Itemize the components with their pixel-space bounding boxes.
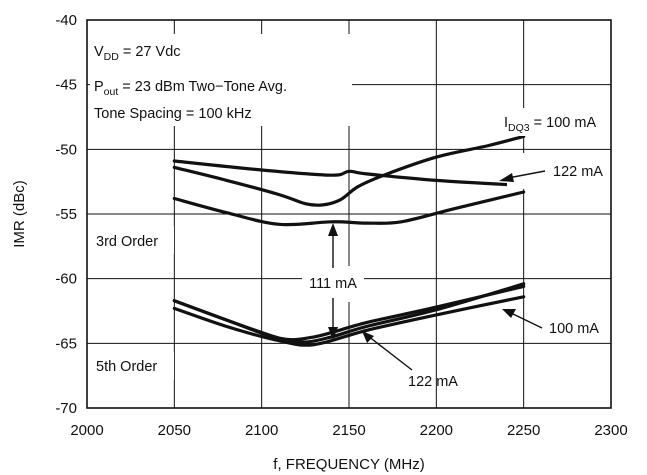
vdd-condition: VDD = 27 Vdc xyxy=(94,44,181,63)
label-mask-3rd xyxy=(88,226,174,254)
idq-label-mask xyxy=(500,108,624,136)
x-tick-label: 2050 xyxy=(158,422,191,439)
pout-condition: Pout = 23 dBm Two−Tone Avg. xyxy=(94,79,287,98)
x-tick-label: 2100 xyxy=(245,422,278,439)
fifth-122ma-leader xyxy=(367,335,413,371)
idq3-100ma-label: IDQ3 = 100 mA xyxy=(504,115,596,134)
fifth-order-series-line xyxy=(172,282,526,344)
third-order-label: 3rd Order xyxy=(96,234,158,250)
y-tick-label: -70 xyxy=(55,400,77,417)
y-axis-title: IMR (dBc) xyxy=(11,180,28,248)
third-order-series-line xyxy=(172,134,526,207)
label-mask-100 xyxy=(536,310,622,338)
tick-label-layer: 2000 2050 2100 2150 2200 2250 2300 -40 -45 -50 -55… xyxy=(55,12,627,439)
y-tick-label: -45 xyxy=(55,77,77,94)
third-122ma-arrowhead xyxy=(499,173,514,182)
y-tick-label: -65 xyxy=(55,335,77,352)
111ma-down-arrowhead xyxy=(328,327,338,340)
label-mask-5th xyxy=(88,352,174,380)
label-mask-122 xyxy=(507,153,612,189)
tone-spacing-condition: Tone Spacing = 100 kHz xyxy=(94,106,252,122)
x-tick-label: 2300 xyxy=(594,422,627,439)
fifth-100ma-arrowhead xyxy=(502,309,516,318)
fifth-order-label: 5th Order xyxy=(96,359,157,375)
third-122ma-leader xyxy=(507,170,546,179)
third-order-122ma-label: 122 mA xyxy=(553,164,603,180)
mid-111ma-label: 111 mA xyxy=(309,276,357,292)
111ma-up-arrowhead xyxy=(328,223,338,236)
third-order-series-line xyxy=(172,190,526,227)
x-tick-label: 2200 xyxy=(420,422,453,439)
third-order-series-line xyxy=(172,159,526,188)
fifth-122ma-arrowhead xyxy=(362,331,374,343)
fifth-order-series-line xyxy=(172,295,526,347)
curve-layer xyxy=(172,134,526,347)
x-tick-label: 2000 xyxy=(70,422,103,439)
fifth-100ma-leader xyxy=(510,312,543,329)
y-tick-label: -40 xyxy=(55,12,77,29)
plot-frame xyxy=(86,19,612,409)
fifth-order-122ma-label: 122 mA xyxy=(408,374,458,390)
y-tick-label: -55 xyxy=(55,206,77,223)
y-tick-label: -50 xyxy=(55,141,77,158)
x-axis-title: f, FREQUENCY (MHz) xyxy=(273,456,424,473)
label-mask-111 xyxy=(302,266,364,302)
x-tick-label: 2250 xyxy=(507,422,540,439)
y-tick-label: -60 xyxy=(55,271,77,288)
conditions-mask xyxy=(90,34,352,126)
x-tick-label: 2150 xyxy=(332,422,365,439)
fifth-order-100ma-label: 100 mA xyxy=(549,321,599,337)
